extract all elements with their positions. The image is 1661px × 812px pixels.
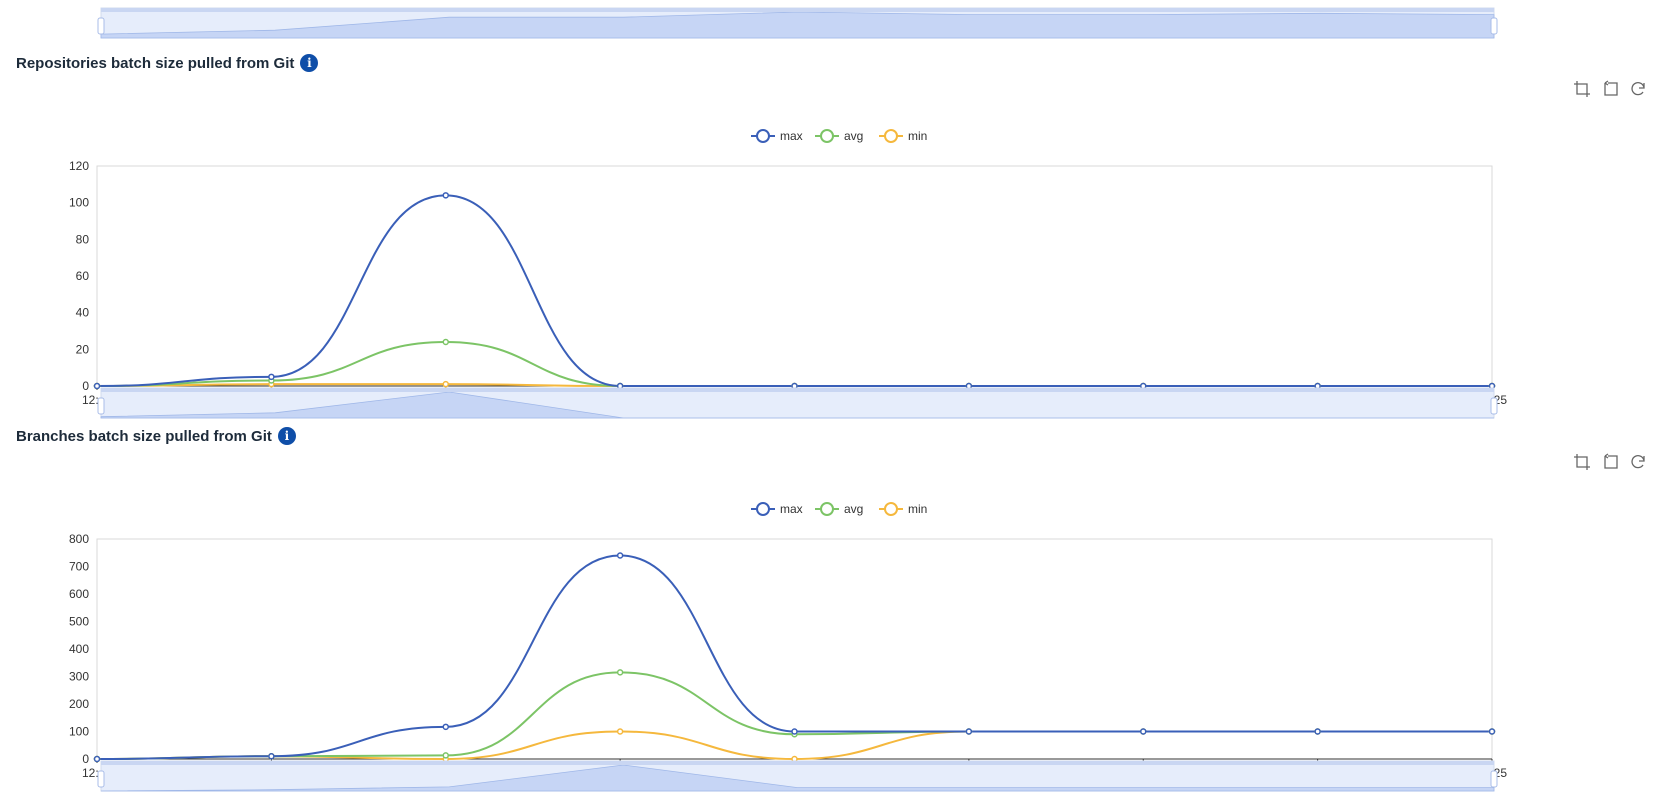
legend-symbol xyxy=(756,129,770,143)
legend: max avg min xyxy=(751,129,927,143)
zoom-handle-right xyxy=(1490,397,1498,415)
y-tick-label: 800 xyxy=(69,532,89,546)
repositories-line-chart: maxavgmin02040608010012012:4512:5012:551… xyxy=(69,129,1507,407)
plot-frame xyxy=(96,538,1493,760)
y-tick-label: 100 xyxy=(69,196,89,210)
series-line-avg xyxy=(96,671,1492,760)
zoom-handle-left xyxy=(97,770,105,788)
legend-item-avg: avg xyxy=(815,502,863,516)
data-point-max xyxy=(1140,728,1147,735)
series-line-max xyxy=(96,554,1492,760)
data-point-max xyxy=(791,728,798,735)
data-point-max xyxy=(442,192,449,199)
legend-item-min: min xyxy=(879,502,927,516)
legend-label: max xyxy=(780,129,803,143)
legend-item-max: max xyxy=(751,129,803,143)
legend-symbol xyxy=(820,502,834,516)
y-tick-label: 100 xyxy=(69,725,89,739)
toolbox xyxy=(1573,453,1647,471)
zoom-preview-area xyxy=(100,391,1494,419)
data-point-max xyxy=(1488,728,1496,735)
chart-title-text: Branches batch size pulled from Git xyxy=(16,427,272,445)
repositories-panel: Repositories batch size pulled from Git … xyxy=(0,48,1661,420)
y-tick-label: 80 xyxy=(76,232,90,246)
top-zoom-slider[interactable] xyxy=(0,0,1661,46)
chart-title: Repositories batch size pulled from Git … xyxy=(16,54,319,72)
legend-item-avg: avg xyxy=(815,129,863,143)
zoom-back-icon[interactable] xyxy=(1601,80,1619,98)
zoom-move-bar xyxy=(101,388,1494,392)
y-tick-label: 300 xyxy=(69,670,89,684)
y-tick-label: 700 xyxy=(69,560,89,574)
y-tick-label: 500 xyxy=(69,615,89,629)
data-point-max xyxy=(1314,728,1321,735)
legend-item-max: max xyxy=(751,502,803,516)
toolbox xyxy=(1573,80,1647,98)
data-point-max xyxy=(93,755,101,763)
zoom-back-icon[interactable] xyxy=(1601,453,1619,471)
y-tick-label: 60 xyxy=(76,269,90,283)
y-tick-label: 600 xyxy=(69,587,89,601)
legend-label: min xyxy=(908,129,927,143)
legend-symbol xyxy=(820,129,834,143)
data-point-max xyxy=(268,373,275,381)
legend-label: avg xyxy=(844,502,863,516)
plot-frame xyxy=(96,165,1493,387)
legend-label: max xyxy=(780,502,803,516)
restore-icon[interactable] xyxy=(1629,453,1647,471)
zoom-handle-left xyxy=(97,397,105,415)
data-point-avg xyxy=(616,669,624,676)
y-tick-label: 0 xyxy=(82,752,89,766)
data-point-max xyxy=(965,728,973,735)
info-icon[interactable]: i xyxy=(277,427,296,445)
legend-item-min: min xyxy=(879,129,927,143)
legend: max avg min xyxy=(751,502,927,516)
info-icon[interactable]: i xyxy=(300,54,319,72)
y-tick-label: 400 xyxy=(69,642,89,656)
zoom-move-bar xyxy=(101,761,1494,765)
data-point-min xyxy=(616,728,624,735)
zoom-handle-right xyxy=(1490,770,1498,788)
zoom-preview-area xyxy=(100,764,1495,792)
branches-panel: Branches batch size pulled from Git i ma… xyxy=(0,421,1661,793)
data-point-max xyxy=(442,723,449,731)
zoom-icon[interactable] xyxy=(1573,80,1591,98)
y-tick-label: 120 xyxy=(69,159,89,173)
y-tick-label: 0 xyxy=(82,379,89,393)
data-point-avg xyxy=(442,752,449,759)
zoom-icon[interactable] xyxy=(1573,453,1591,471)
y-tick-label: 20 xyxy=(76,342,90,356)
restore-icon[interactable] xyxy=(1629,80,1647,98)
y-tick-label: 200 xyxy=(69,697,89,711)
branches-line-chart: maxavgmin010020030040050060070080012:451… xyxy=(69,502,1507,780)
repositories-zoom-slider[interactable] xyxy=(0,380,1661,420)
zoom-move-bar xyxy=(101,8,1494,12)
zoom-track xyxy=(100,760,1495,792)
data-point-max xyxy=(616,552,624,559)
legend-symbol xyxy=(884,129,898,143)
data-point-max xyxy=(93,382,101,390)
zoom-handle-right xyxy=(1490,17,1498,35)
data-point-avg xyxy=(442,338,449,346)
legend-label: min xyxy=(908,502,927,516)
legend-symbol xyxy=(884,502,898,516)
legend-symbol xyxy=(756,502,770,516)
chart-title: Branches batch size pulled from Git i xyxy=(16,427,296,445)
y-tick-label: 40 xyxy=(76,306,90,320)
series-line-max xyxy=(96,194,1492,388)
branches-zoom-slider[interactable] xyxy=(0,753,1661,793)
data-point-min xyxy=(442,380,449,388)
legend-label: avg xyxy=(844,129,863,143)
zoom-handle-left xyxy=(97,17,105,35)
data-point-max xyxy=(268,753,275,760)
chart-title-text: Repositories batch size pulled from Git xyxy=(16,54,295,72)
